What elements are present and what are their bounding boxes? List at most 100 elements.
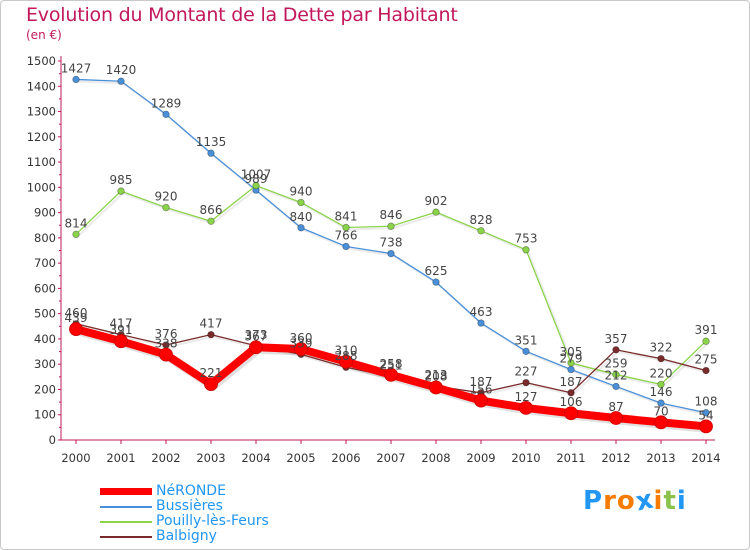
data-point-bussieres	[657, 399, 665, 407]
data-label-pouilly-les-feurs: 940	[290, 184, 313, 198]
data-point-balbigny	[522, 378, 530, 387]
data-point-bussieres	[432, 278, 440, 286]
data-label-balbigny: 339	[290, 336, 313, 350]
data-label-bussieres: 351	[515, 333, 538, 347]
x-tick-label: 2000	[61, 451, 90, 465]
data-label-neronde: 208	[425, 369, 448, 383]
data-point-bussieres	[117, 77, 125, 85]
y-tick-label: 1100	[27, 155, 56, 169]
data-point-pouilly-les-feurs	[297, 198, 305, 207]
data-point-neronde	[609, 411, 623, 425]
data-label-neronde: 338	[155, 337, 178, 351]
data-label-balbigny: 251	[380, 359, 403, 373]
logo-letter: P	[583, 486, 604, 516]
data-label-pouilly-les-feurs: 814	[65, 216, 88, 230]
data-label-bussieres: 766	[335, 228, 358, 242]
data-label-pouilly-les-feurs: 985	[110, 173, 133, 187]
x-tick-label: 2008	[421, 451, 450, 465]
x-tick-label: 2006	[331, 451, 360, 465]
data-point-neronde	[519, 401, 533, 415]
data-point-pouilly-les-feurs	[432, 208, 440, 216]
data-label-pouilly-les-feurs: 391	[695, 323, 718, 337]
data-point-balbigny	[612, 346, 620, 354]
data-label-pouilly-les-feurs: 841	[335, 210, 358, 224]
data-label-pouilly-les-feurs: 259	[605, 357, 628, 371]
data-point-bussieres	[612, 382, 620, 391]
legend-label: Bussières	[156, 498, 223, 514]
data-label-neronde: 310	[335, 344, 358, 358]
logo-letter: i	[653, 486, 664, 516]
x-tick-label: 2012	[601, 451, 630, 465]
data-point-pouilly-les-feurs	[387, 222, 395, 230]
y-tick-label: 400	[34, 332, 56, 346]
data-label-balbigny: 275	[695, 353, 718, 367]
data-point-neronde	[699, 419, 713, 434]
data-point-neronde	[159, 347, 173, 362]
data-label-balbigny: 227	[515, 365, 538, 379]
data-label-neronde: 70	[653, 404, 668, 418]
data-label-balbigny: 187	[560, 375, 583, 389]
y-tick-label: 200	[34, 382, 56, 396]
chart-title: Evolution du Montant de la Dette par Hab…	[26, 4, 458, 26]
x-tick-label: 2005	[286, 451, 315, 465]
data-label-neronde: 360	[290, 331, 313, 345]
logo-letter: i	[676, 486, 687, 516]
data-point-pouilly-les-feurs	[72, 230, 80, 239]
legend-swatch	[100, 521, 152, 523]
y-tick-label: 1200	[27, 130, 56, 144]
data-label-bussieres: 1135	[196, 135, 227, 149]
data-label-bussieres: 146	[650, 385, 673, 399]
data-point-pouilly-les-feurs	[252, 181, 260, 190]
y-tick-label: 300	[34, 357, 56, 371]
logo-letter: r	[603, 486, 617, 516]
x-tick-label: 2010	[511, 451, 540, 465]
y-tick-label: 1000	[27, 180, 56, 194]
x-tick-label: 2001	[106, 451, 135, 465]
data-point-pouilly-les-feurs	[342, 223, 350, 232]
data-point-bussieres	[342, 242, 350, 251]
data-label-neronde: 258	[380, 357, 403, 371]
y-tick-label: 700	[34, 256, 56, 270]
x-tick-label: 2002	[151, 451, 180, 465]
data-point-neronde	[339, 354, 353, 369]
data-label-bussieres: 1289	[151, 96, 182, 110]
data-label-bussieres: 279	[560, 352, 583, 366]
data-label-neronde: 127	[515, 390, 538, 404]
data-label-pouilly-les-feurs: 866	[200, 203, 223, 217]
logo-letter: o	[616, 486, 636, 516]
data-point-pouilly-les-feurs	[702, 337, 710, 345]
data-point-bussieres	[702, 409, 710, 417]
data-label-bussieres: 463	[470, 305, 493, 319]
data-point-neronde	[204, 377, 218, 392]
data-label-neronde: 439	[65, 311, 88, 325]
data-point-neronde	[654, 415, 668, 430]
y-tick-label: 0	[49, 433, 56, 447]
data-label-bussieres: 1420	[106, 63, 137, 77]
data-point-neronde	[474, 393, 488, 408]
data-point-pouilly-les-feurs	[612, 370, 620, 379]
data-point-neronde	[69, 322, 83, 336]
x-tick-label: 2009	[466, 451, 495, 465]
data-point-pouilly-les-feurs	[162, 203, 170, 212]
data-label-neronde: 87	[608, 400, 623, 414]
data-point-pouilly-les-feurs	[522, 246, 530, 254]
y-tick-label: 1300	[27, 105, 56, 119]
data-label-bussieres: 212	[605, 368, 628, 382]
data-point-bussieres	[477, 319, 485, 327]
chart-subtitle: (en €)	[26, 28, 62, 42]
data-label-bussieres: 840	[290, 210, 313, 224]
data-point-pouilly-les-feurs	[657, 380, 665, 389]
x-tick-label: 2013	[646, 451, 675, 465]
legend-label: NéRONDE	[156, 483, 226, 499]
data-point-bussieres	[72, 75, 80, 84]
data-point-bussieres	[162, 110, 170, 119]
data-label-pouilly-les-feurs: 1007	[241, 168, 272, 182]
data-label-balbigny: 187	[470, 375, 493, 389]
proxiti-logo: Proxiti	[583, 484, 687, 517]
data-label-bussieres: 625	[425, 264, 448, 278]
data-point-bussieres	[387, 249, 395, 258]
y-tick-label: 500	[34, 307, 56, 321]
data-point-neronde	[249, 340, 263, 355]
data-point-neronde	[114, 334, 128, 349]
